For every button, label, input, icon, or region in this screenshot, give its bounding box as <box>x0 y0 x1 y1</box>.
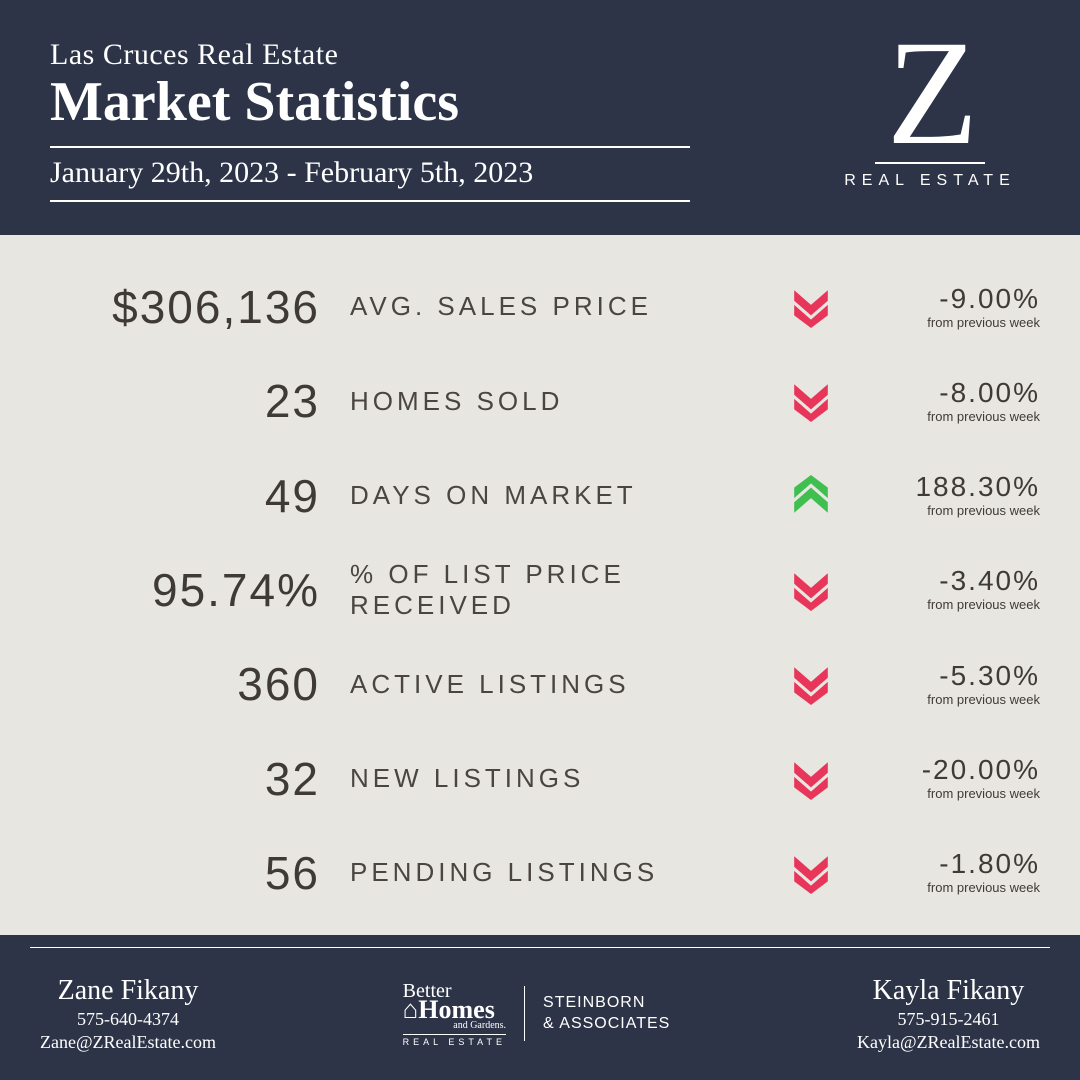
trend-sublabel: from previous week <box>842 409 1040 424</box>
divider <box>524 986 525 1041</box>
steinborn-l2: & ASSOCIATES <box>543 1014 670 1035</box>
trend-percent: -20.00% <box>842 756 1040 784</box>
trend-text: -3.40% from previous week <box>842 567 1040 612</box>
chevron-down-icon <box>790 569 832 611</box>
header: Las Cruces Real Estate Market Statistics… <box>0 0 1080 235</box>
trend-sublabel: from previous week <box>842 503 1040 518</box>
trend-percent: -3.40% <box>842 567 1040 595</box>
trend-percent: 188.30% <box>842 473 1040 501</box>
trend-text: -20.00% from previous week <box>842 756 1040 801</box>
stat-trend: -8.00% from previous week <box>790 379 1040 424</box>
date-range: January 29th, 2023 - February 5th, 2023 <box>50 156 830 190</box>
chevron-down-icon <box>790 380 832 422</box>
stats-section: $306,136AVG. SALES PRICE -9.00% from previ… <box>0 235 1080 935</box>
chevron-down-icon <box>790 758 832 800</box>
stat-value: 32 <box>40 752 350 806</box>
stat-value: 56 <box>40 846 350 900</box>
stat-value: 49 <box>40 469 350 523</box>
stat-row: $306,136AVG. SALES PRICE -9.00% from previ… <box>40 263 1040 351</box>
logo-subtext: REAL ESTATE <box>830 172 1030 190</box>
stat-trend: -9.00% from previous week <box>790 285 1040 330</box>
contact-phone: 575-915-2461 <box>857 1009 1040 1030</box>
contact-left: Zane Fikany 575-640-4374 Zane@ZRealEstat… <box>40 963 216 1053</box>
trend-sublabel: from previous week <box>842 880 1040 895</box>
trend-text: -9.00% from previous week <box>842 285 1040 330</box>
footer-center: Better ⌂Homes and Gardens. REAL ESTATE S… <box>403 969 671 1047</box>
trend-text: 188.30% from previous week <box>842 473 1040 518</box>
contact-name: Zane Fikany <box>40 975 216 1007</box>
stat-label: DAYS ON MARKET <box>350 480 790 511</box>
chevron-up-icon <box>790 475 832 517</box>
trend-sublabel: from previous week <box>842 692 1040 707</box>
header-subtitle: Las Cruces Real Estate <box>50 38 830 72</box>
trend-sublabel: from previous week <box>842 786 1040 801</box>
stat-row: 56PENDING LISTINGS -1.80% from previous we… <box>40 829 1040 917</box>
trend-percent: -5.30% <box>842 662 1040 690</box>
steinborn-l1: STEINBORN <box>543 993 670 1014</box>
brand-logo: Z REAL ESTATE <box>830 30 1030 190</box>
infographic-page: Las Cruces Real Estate Market Statistics… <box>0 0 1080 1080</box>
stat-row: 360ACTIVE LISTINGS -5.30% from previous we… <box>40 640 1040 728</box>
divider <box>50 146 690 148</box>
stat-label: AVG. SALES PRICE <box>350 291 790 322</box>
header-title: Market Statistics <box>50 70 830 134</box>
stat-value: $306,136 <box>40 280 350 334</box>
stat-trend: -20.00% from previous week <box>790 756 1040 801</box>
chevron-down-icon <box>790 852 832 894</box>
stat-trend: -5.30% from previous week <box>790 662 1040 707</box>
stat-label: HOMES SOLD <box>350 386 790 417</box>
bhg-logo: Better ⌂Homes and Gardens. REAL ESTATE <box>403 981 506 1047</box>
stat-trend: -1.80% from previous week <box>790 850 1040 895</box>
stat-value: 360 <box>40 657 350 711</box>
trend-sublabel: from previous week <box>842 597 1040 612</box>
steinborn-text: STEINBORN & ASSOCIATES <box>543 993 670 1035</box>
contact-email: Zane@ZRealEstate.com <box>40 1032 216 1053</box>
logo-letter: Z <box>875 30 986 164</box>
stat-row: 95.74%% OF LIST PRICE RECEIVED -3.40% from… <box>40 546 1040 634</box>
stat-row: 49DAYS ON MARKET 188.30% from previous wee… <box>40 452 1040 540</box>
bhg-realestate: REAL ESTATE <box>403 1034 506 1047</box>
header-left: Las Cruces Real Estate Market Statistics… <box>50 30 830 202</box>
stat-label: PENDING LISTINGS <box>350 857 790 888</box>
chevron-down-icon <box>790 663 832 705</box>
chevron-down-icon <box>790 286 832 328</box>
divider <box>50 200 690 202</box>
stat-row: 23HOMES SOLD -8.00% from previous week <box>40 357 1040 445</box>
trend-sublabel: from previous week <box>842 315 1040 330</box>
contact-email: Kayla@ZRealEstate.com <box>857 1032 1040 1053</box>
stat-trend: -3.40% from previous week <box>790 567 1040 612</box>
contact-phone: 575-640-4374 <box>40 1009 216 1030</box>
stat-trend: 188.30% from previous week <box>790 473 1040 518</box>
contact-name: Kayla Fikany <box>857 975 1040 1007</box>
trend-percent: -8.00% <box>842 379 1040 407</box>
trend-text: -8.00% from previous week <box>842 379 1040 424</box>
stat-row: 32NEW LISTINGS -20.00% from previous week <box>40 735 1040 823</box>
stat-label: ACTIVE LISTINGS <box>350 669 790 700</box>
trend-percent: -9.00% <box>842 285 1040 313</box>
stat-label: NEW LISTINGS <box>350 763 790 794</box>
footer: Zane Fikany 575-640-4374 Zane@ZRealEstat… <box>0 935 1080 1080</box>
contact-right: Kayla Fikany 575-915-2461 Kayla@ZRealEst… <box>857 963 1040 1053</box>
stat-value: 23 <box>40 374 350 428</box>
trend-percent: -1.80% <box>842 850 1040 878</box>
bhg-homes: ⌂Homes <box>403 997 506 1023</box>
stat-label: % OF LIST PRICE RECEIVED <box>350 559 790 621</box>
trend-text: -5.30% from previous week <box>842 662 1040 707</box>
trend-text: -1.80% from previous week <box>842 850 1040 895</box>
stat-value: 95.74% <box>40 563 350 617</box>
